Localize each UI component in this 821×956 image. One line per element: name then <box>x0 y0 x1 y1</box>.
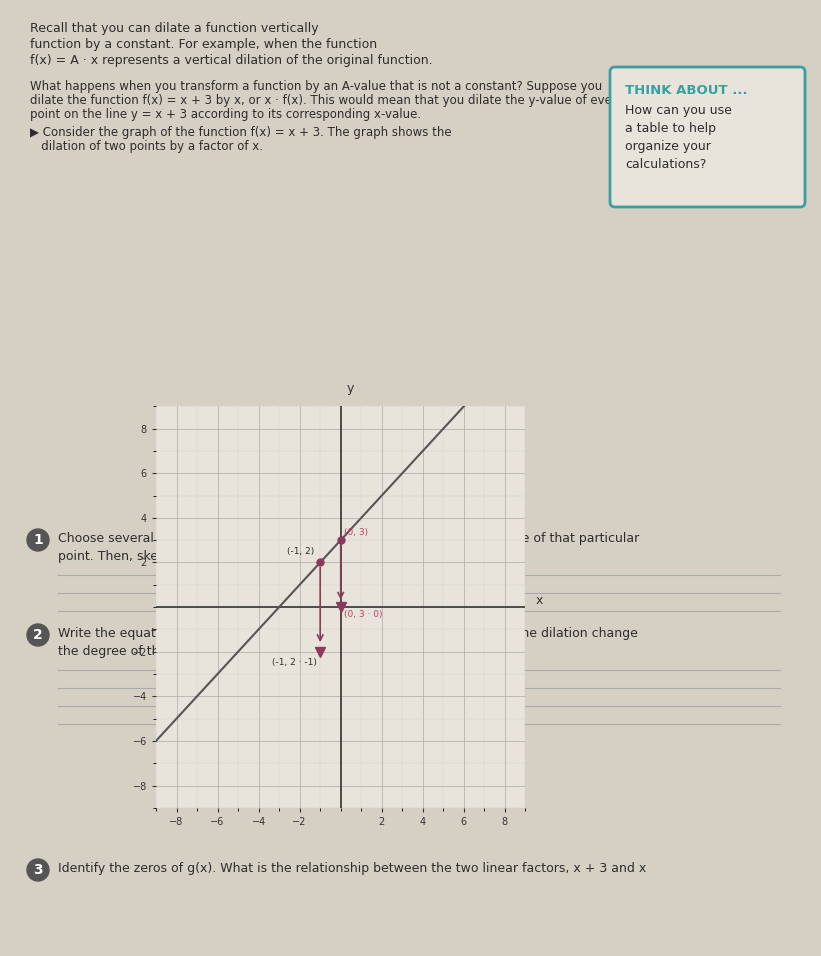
Circle shape <box>27 859 49 881</box>
Text: Identify the zeros of g(x). What is the relationship between the two linear fact: Identify the zeros of g(x). What is the … <box>58 862 646 875</box>
FancyBboxPatch shape <box>610 67 805 207</box>
Text: (-1, 2): (-1, 2) <box>287 547 314 555</box>
Text: Recall that you can dilate a function vertically: Recall that you can dilate a function ve… <box>30 22 319 35</box>
Circle shape <box>27 529 49 551</box>
Text: 1: 1 <box>33 533 43 547</box>
Text: 3: 3 <box>33 863 43 877</box>
Text: ▶ Consider the graph of the function f(x) = x + 3. The graph shows the: ▶ Consider the graph of the function f(x… <box>30 126 452 139</box>
Text: x: x <box>536 594 543 607</box>
Text: y: y <box>347 382 354 395</box>
Text: THINK ABOUT ...: THINK ABOUT ... <box>625 84 748 97</box>
Text: Choose several points on f(x) and dilate each by multiplying by the x-value of t: Choose several points on f(x) and dilate… <box>58 532 640 563</box>
Text: point on the line y = x + 3 according to its corresponding x-value.: point on the line y = x + 3 according to… <box>30 108 421 121</box>
Text: dilate the function f(x) = x + 3 by x, or x · f(x). This would mean that you dil: dilate the function f(x) = x + 3 by x, o… <box>30 94 624 107</box>
Text: Write the equation to represent the new function g(x) = x · f(x). How did the di: Write the equation to represent the new … <box>58 627 638 658</box>
Text: 2: 2 <box>33 628 43 642</box>
Circle shape <box>27 624 49 646</box>
Text: dilation of two points by a factor of x.: dilation of two points by a factor of x. <box>30 140 263 153</box>
Text: function by a constant. For example, when the function: function by a constant. For example, whe… <box>30 38 377 51</box>
Text: How can you use
a table to help
organize your
calculations?: How can you use a table to help organize… <box>625 104 732 171</box>
Text: (0, 3): (0, 3) <box>344 528 368 537</box>
Text: f(x) = A · x represents a vertical dilation of the original function.: f(x) = A · x represents a vertical dilat… <box>30 54 433 67</box>
Text: (-1, 2 · -1): (-1, 2 · -1) <box>273 659 317 667</box>
Text: What happens when you transform a function by an A-value that is not a constant?: What happens when you transform a functi… <box>30 80 603 93</box>
Text: (0, 3 · 0): (0, 3 · 0) <box>344 611 383 619</box>
